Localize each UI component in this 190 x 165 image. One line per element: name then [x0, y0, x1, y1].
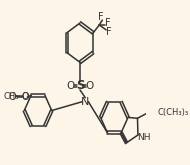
Text: CH₃: CH₃: [4, 92, 19, 101]
Text: S: S: [76, 79, 84, 92]
Text: O: O: [21, 92, 29, 102]
Text: F: F: [105, 18, 110, 28]
Text: NH: NH: [137, 133, 151, 142]
Text: N: N: [81, 97, 89, 107]
Text: O: O: [21, 92, 28, 101]
Text: F: F: [98, 12, 104, 22]
Text: F: F: [106, 27, 112, 37]
Text: C(CH₃)₃: C(CH₃)₃: [157, 108, 188, 117]
Text: O: O: [85, 81, 93, 91]
Text: O: O: [67, 81, 75, 91]
Text: O: O: [8, 92, 16, 102]
